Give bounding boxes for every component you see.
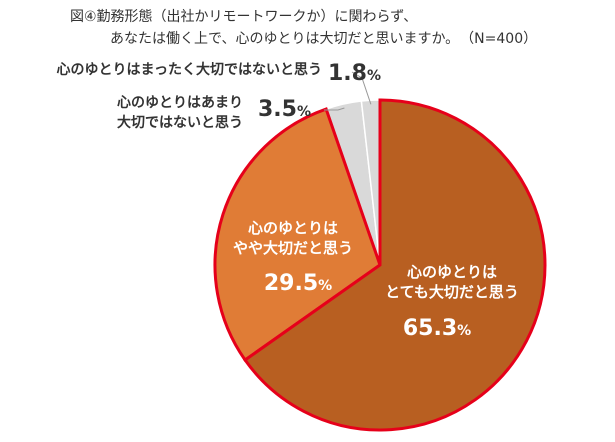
pie-slice-1 [243, 98, 547, 432]
slice-2-value: 29.5% [264, 271, 332, 296]
slice-1-label-line-1: 心のゆとりは [407, 263, 497, 281]
slice-3-label-line-2: 大切ではないと思う [117, 114, 243, 131]
slice-4-value: 1.8% [328, 61, 381, 86]
slice-3-label-line-1: 心のゆとりはあまり [117, 95, 243, 111]
title-line-2: あなたは働く上で、心のゆとりは大切だと思いますか。 （N=400） [70, 28, 610, 50]
slice-1-label-line-2: とても大切だと思う [385, 283, 519, 301]
leader-line-3 [324, 107, 345, 111]
slice-1-value: 65.3% [403, 316, 471, 341]
slice-2-label-line-1: 心のゆとりは [248, 219, 338, 237]
title-line-1: 図④勤務形態（出社かリモートワークか）に関わらず、 [70, 9, 418, 25]
leader-line-4 [351, 71, 372, 105]
sample-size: （N=400） [467, 31, 538, 47]
slice-3-value: 3.5% [258, 97, 311, 122]
title-line-2-text: あなたは働く上で、心のゆとりは大切だと思いますか。 [110, 31, 460, 47]
pie-slice-2 [213, 107, 382, 363]
slice-4-label-line-1: 心のゆとりはまったく大切ではないと思う [57, 61, 322, 78]
slice-2-label-line-2: やや大切だと思う [233, 239, 353, 257]
chart-title: 図④勤務形態（出社かリモートワークか）に関わらず、 あなたは働く上で、心のゆとり… [70, 6, 610, 50]
